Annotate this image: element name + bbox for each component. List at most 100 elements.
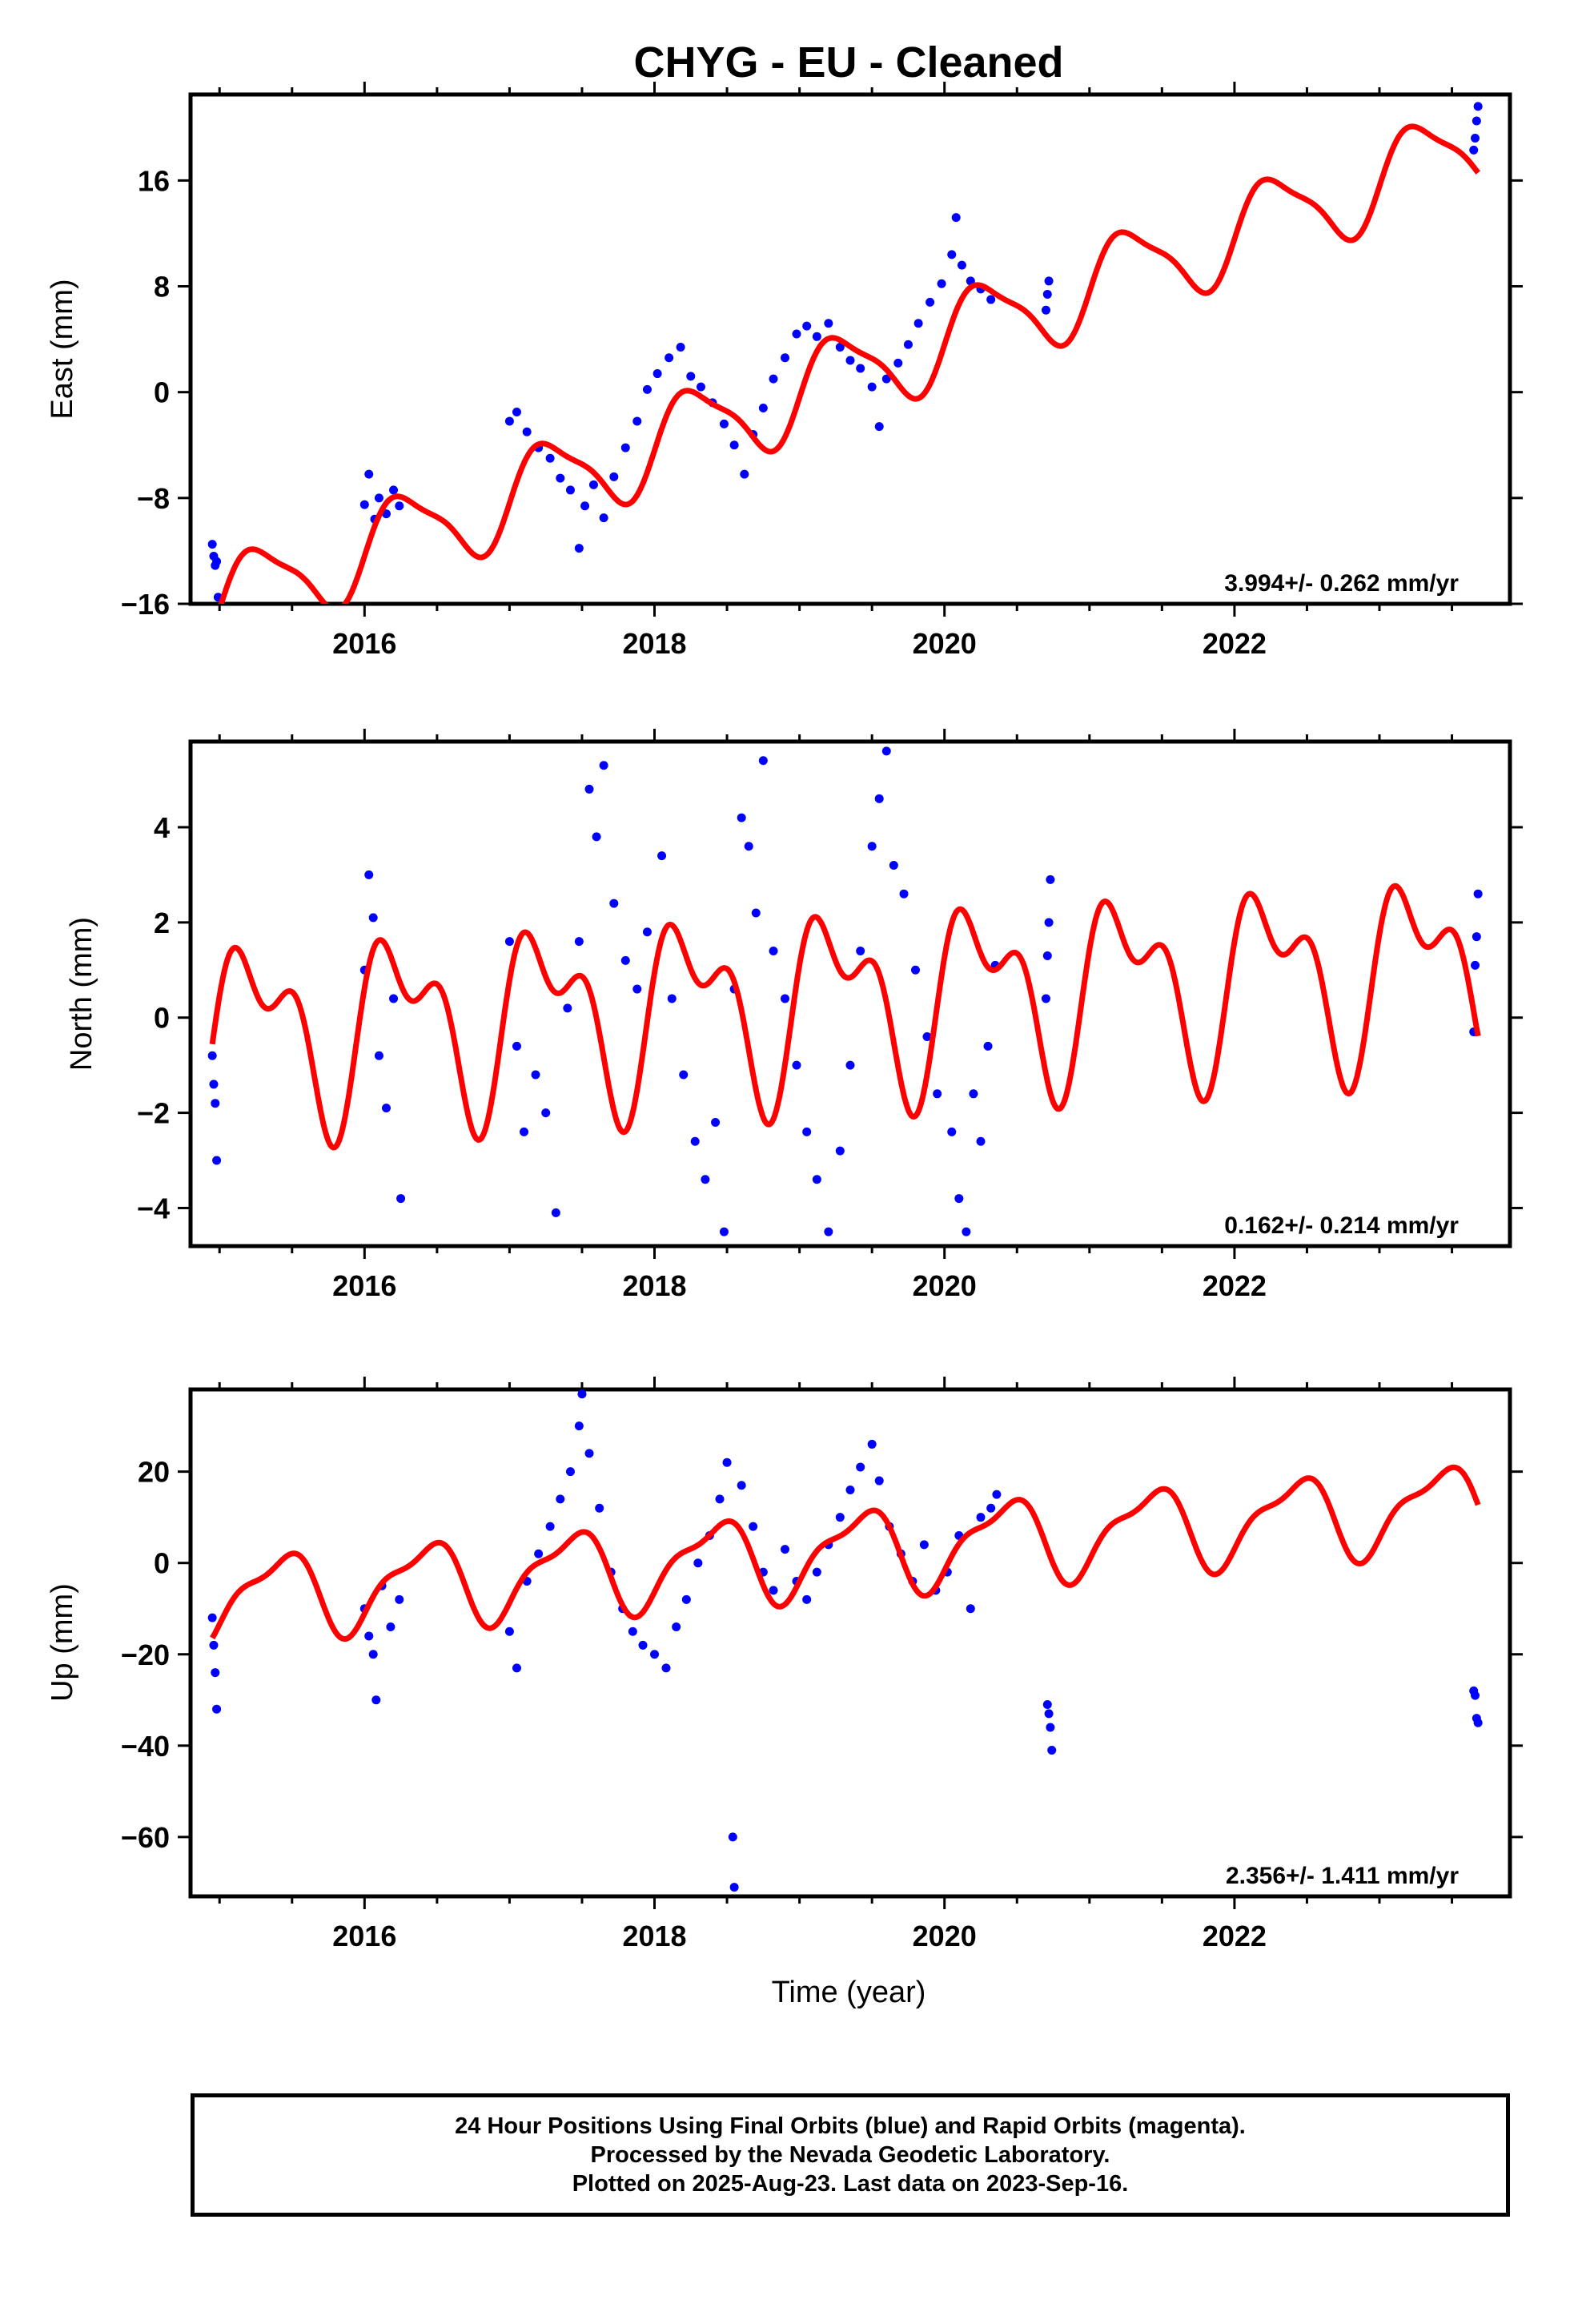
north-data-point <box>1472 932 1481 942</box>
up-x-tick-label: 2022 <box>1203 1920 1267 1952</box>
north-data-point <box>1041 994 1050 1003</box>
north-data-point <box>1471 960 1480 970</box>
north-x-tick-label: 2020 <box>913 1269 977 1302</box>
up-y-tick-label: −60 <box>121 1821 170 1854</box>
east-y-axis-label: East (mm) <box>46 279 79 419</box>
north-y-tick-label: 4 <box>154 811 170 844</box>
north-data-point <box>933 1089 942 1099</box>
east-plot-frame <box>188 92 1512 606</box>
up-plot-area <box>207 1389 1483 1892</box>
north-data-point <box>983 1041 993 1051</box>
up-data-point <box>1046 1723 1055 1732</box>
east-data-point <box>802 321 812 331</box>
up-data-point <box>1473 1718 1483 1727</box>
up-data-point <box>577 1389 587 1399</box>
north-data-point <box>769 947 778 956</box>
north-data-point <box>632 984 642 994</box>
up-data-point <box>212 1704 222 1714</box>
east-data-point <box>867 382 877 392</box>
north-data-point <box>551 1208 560 1217</box>
north-data-point <box>889 861 898 870</box>
north-data-point <box>1046 875 1055 884</box>
up-data-point <box>545 1522 555 1531</box>
north-data-point <box>531 1070 540 1080</box>
east-y-tick-label: 16 <box>138 164 170 197</box>
east-data-point <box>686 372 696 381</box>
north-data-point <box>657 851 667 861</box>
up-y-tick-label: −20 <box>121 1638 170 1671</box>
east-panel: 2016 2018 2020 2022 −16 −8 0 8 16 East (mm) 3.994+… <box>46 82 1523 660</box>
up-data-point <box>207 1613 217 1622</box>
up-data-point <box>845 1485 855 1494</box>
up-data-point <box>681 1594 691 1604</box>
north-data-point <box>642 927 652 937</box>
east-data-point <box>937 279 946 288</box>
up-data-point <box>728 1832 737 1842</box>
north-data-point <box>947 1127 957 1136</box>
north-data-point <box>563 1003 572 1013</box>
north-data-point <box>824 1227 833 1236</box>
up-panel: 2016 2018 2020 2022 −60 −40 −20 0 20 Up (mm) 2.356… <box>46 1377 1523 1952</box>
north-panel: 2016 2018 2020 2022 −4 −2 0 2 4 North (mm) 0.162+/… <box>65 729 1523 1302</box>
east-data-point <box>893 358 903 368</box>
up-data-point <box>781 1545 790 1554</box>
north-data-point <box>512 1041 521 1051</box>
east-data-point <box>758 404 768 413</box>
north-data-point <box>867 842 877 851</box>
north-data-point <box>719 1227 729 1236</box>
north-data-point <box>969 1089 978 1099</box>
up-data-point <box>715 1494 725 1504</box>
north-model-curve <box>209 883 1481 1151</box>
north-data-point <box>368 913 378 923</box>
north-data-point <box>374 1051 383 1060</box>
up-x-tick-label: 2020 <box>913 1920 977 1952</box>
north-data-point <box>396 1194 406 1204</box>
north-plot-frame <box>188 739 1512 1248</box>
east-data-point <box>1472 116 1481 126</box>
north-data-point <box>381 1104 391 1113</box>
north-data-point <box>599 761 608 770</box>
up-data-point <box>672 1622 681 1632</box>
east-data-point <box>926 297 935 307</box>
north-data-point <box>609 899 619 908</box>
up-data-point <box>386 1622 396 1632</box>
north-plot-area <box>207 746 1483 1236</box>
north-data-point <box>541 1108 551 1118</box>
north-data-point <box>856 947 865 956</box>
east-data-point <box>729 440 739 450</box>
east-data-point <box>599 513 608 523</box>
north-data-point <box>504 937 514 947</box>
east-data-point <box>620 443 630 452</box>
east-model-curve <box>218 123 1480 604</box>
north-data-point <box>690 1136 700 1146</box>
up-data-point <box>565 1467 575 1477</box>
up-data-point <box>211 1668 220 1678</box>
north-data-point <box>620 955 630 965</box>
up-data-point <box>595 1503 604 1513</box>
up-data-point <box>966 1604 975 1614</box>
north-rate-label: 0.162+/- 0.214 mm/yr <box>1224 1212 1459 1239</box>
east-x-tick-label: 2022 <box>1203 627 1267 660</box>
east-data-point <box>632 416 642 426</box>
north-data-point <box>751 908 761 918</box>
north-data-point <box>389 994 399 1003</box>
north-data-point <box>574 937 584 947</box>
up-x-tick-label: 2016 <box>332 1920 396 1952</box>
east-y-tick-label: −8 <box>137 482 170 515</box>
east-y-tick-label: 8 <box>154 271 170 304</box>
up-data-point <box>584 1449 594 1458</box>
east-data-point <box>207 540 217 549</box>
east-data-point <box>845 356 855 365</box>
east-data-point <box>652 369 662 379</box>
east-data-point <box>1469 145 1479 155</box>
east-data-point <box>588 480 598 489</box>
up-data-point <box>802 1594 812 1604</box>
north-data-point <box>812 1175 821 1184</box>
up-data-point <box>650 1650 660 1659</box>
east-data-point <box>359 500 369 509</box>
up-data-point <box>874 1476 884 1486</box>
east-data-point <box>769 374 778 384</box>
north-data-point <box>207 1051 217 1060</box>
east-data-point <box>545 453 555 463</box>
north-y-tick-label: 0 <box>154 1002 170 1035</box>
